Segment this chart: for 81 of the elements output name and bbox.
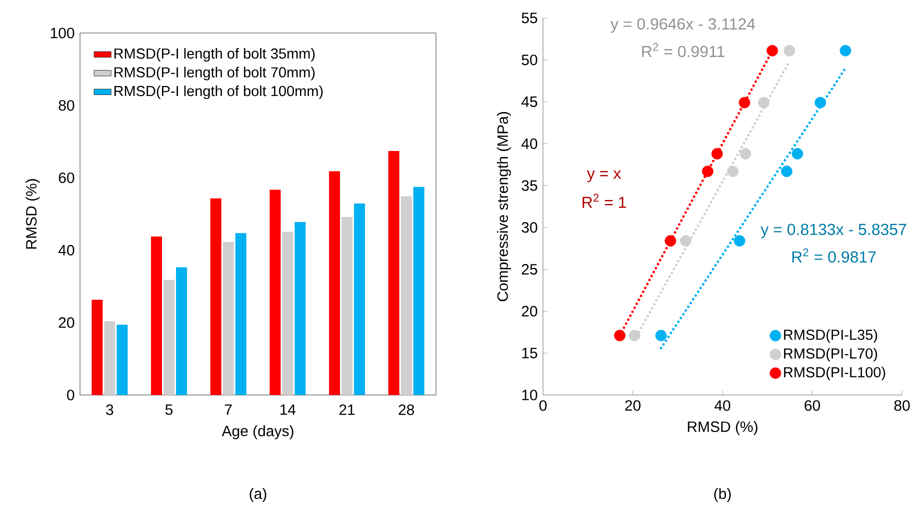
x-axis-title: RMSD (%): [688, 421, 758, 435]
y-tick-label: 40: [521, 138, 538, 149]
bar: [270, 190, 281, 395]
annotation: R$^{2}$ = 1: [582, 194, 626, 208]
y-tick-label: 20: [522, 306, 538, 317]
legend-label: RMSD(PI-L100): [784, 366, 886, 380]
bar: [164, 280, 174, 395]
point: [727, 166, 739, 178]
annotation: y = x: [586, 170, 621, 182]
point: [738, 96, 750, 108]
point: [840, 44, 852, 56]
bar: [235, 233, 246, 395]
y-tick-label: 50: [522, 54, 538, 66]
y-tick-label: 60: [58, 172, 74, 184]
y-tick-label: 10: [522, 390, 538, 400]
text: (b): [714, 488, 731, 502]
annotation: R$^{2}$ = 0.9911: [642, 42, 724, 58]
bar: [176, 267, 187, 395]
point: [740, 148, 752, 160]
point: [792, 148, 804, 160]
y-axis-title: RMSD (%): [26, 179, 40, 249]
y-axis-title: Compressive strength (MPa): [496, 112, 511, 302]
legend-label: RMSD(PI-L70): [784, 348, 878, 362]
bar: [282, 232, 294, 395]
bar: [92, 300, 103, 395]
legend-label: RMSD(P-I length of bolt 70mm): [114, 66, 315, 80]
legend-label: RMSD(P-I length of bolt 100mm): [114, 86, 323, 100]
x-tick-label: 0: [539, 400, 547, 411]
point: [780, 166, 792, 178]
y-tick-label: 40: [58, 244, 74, 256]
y-tick-label: 80: [58, 100, 74, 111]
bar: [116, 324, 128, 395]
bar: [294, 222, 306, 395]
bar: [413, 186, 424, 395]
text: (a): [250, 488, 266, 502]
y-tick-label: 15: [522, 348, 538, 358]
point: [814, 96, 826, 108]
y-tick-label: 0: [67, 390, 74, 400]
point: [784, 44, 796, 56]
bar: [104, 321, 116, 395]
bar: [400, 196, 412, 395]
x-axis-title: Age (days): [222, 425, 294, 440]
point: [766, 44, 778, 56]
y-tick-label: 45: [521, 96, 538, 108]
bar: [354, 204, 365, 395]
point: [702, 166, 714, 178]
point: [711, 148, 723, 160]
bar: [222, 242, 234, 395]
bar: [151, 236, 162, 395]
bar: [329, 171, 340, 395]
point: [758, 96, 770, 108]
x-tick-label: 14: [280, 404, 296, 415]
legend-label: RMSD(P-I length of bolt 35mm): [114, 48, 315, 62]
x-tick-label: 7: [224, 404, 232, 415]
annotation: R$^{2}$ = 0.9817: [792, 248, 876, 263]
y-tick-label: 35: [522, 180, 538, 191]
y-tick-label: 55: [522, 12, 538, 24]
point: [680, 235, 692, 247]
y-tick-label: 30: [522, 222, 538, 233]
x-tick-label: 20: [625, 400, 641, 411]
x-tick-label: 5: [165, 404, 173, 415]
annotation: y = 0.9646x - 3.1124: [610, 18, 756, 33]
y-tick-label: 100: [50, 28, 74, 38]
x-tick-label: 21: [339, 404, 355, 415]
x-tick-label: 80: [894, 400, 910, 411]
x-tick-label: 40: [714, 400, 730, 411]
y-tick-label: 20: [58, 317, 74, 328]
point: [614, 330, 626, 342]
annotation: y = 0.8133x - 5.8357: [760, 224, 906, 238]
point: [734, 235, 746, 247]
legend-label: RMSD(PI-L35): [784, 329, 878, 343]
x-tick-label: 28: [398, 404, 414, 416]
point: [628, 330, 640, 342]
bar: [342, 216, 352, 395]
bar: [210, 198, 222, 395]
y-tick-label: 25: [522, 264, 538, 275]
bar: [388, 151, 400, 395]
point: [655, 330, 667, 342]
x-tick-label: 60: [804, 400, 820, 411]
point: [664, 235, 676, 247]
x-tick-label: 3: [106, 404, 114, 416]
